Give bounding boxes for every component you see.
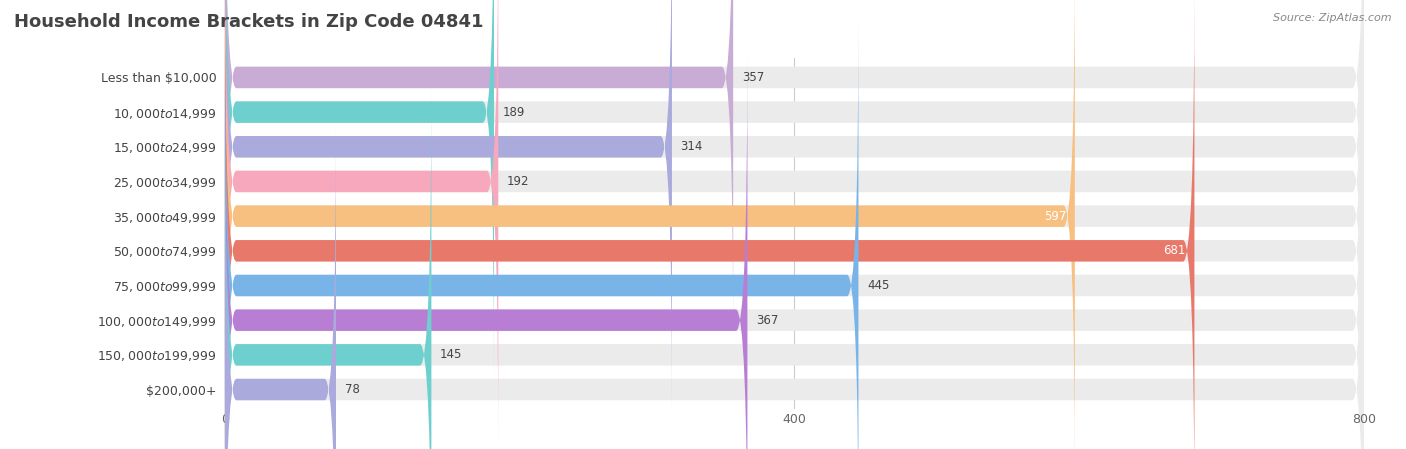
FancyBboxPatch shape <box>225 0 1364 414</box>
Text: 145: 145 <box>440 348 463 361</box>
FancyBboxPatch shape <box>225 0 1195 449</box>
FancyBboxPatch shape <box>225 0 494 379</box>
FancyBboxPatch shape <box>225 123 336 449</box>
FancyBboxPatch shape <box>225 0 498 448</box>
FancyBboxPatch shape <box>225 0 1364 449</box>
FancyBboxPatch shape <box>225 53 1364 449</box>
FancyBboxPatch shape <box>225 0 1364 344</box>
FancyBboxPatch shape <box>225 0 1364 448</box>
Text: 192: 192 <box>506 175 529 188</box>
Text: Source: ZipAtlas.com: Source: ZipAtlas.com <box>1274 13 1392 23</box>
FancyBboxPatch shape <box>225 0 1074 449</box>
FancyBboxPatch shape <box>225 0 1364 449</box>
Text: 367: 367 <box>756 314 779 327</box>
Text: Household Income Brackets in Zip Code 04841: Household Income Brackets in Zip Code 04… <box>14 13 484 31</box>
FancyBboxPatch shape <box>225 0 672 414</box>
Text: 357: 357 <box>742 71 763 84</box>
FancyBboxPatch shape <box>225 0 733 344</box>
Text: 445: 445 <box>868 279 890 292</box>
FancyBboxPatch shape <box>225 0 1364 379</box>
Text: 681: 681 <box>1164 244 1185 257</box>
FancyBboxPatch shape <box>225 19 1364 449</box>
Text: 314: 314 <box>681 140 703 153</box>
FancyBboxPatch shape <box>225 53 748 449</box>
Text: 78: 78 <box>344 383 360 396</box>
Text: 189: 189 <box>502 106 524 119</box>
FancyBboxPatch shape <box>225 123 1364 449</box>
FancyBboxPatch shape <box>225 19 859 449</box>
FancyBboxPatch shape <box>225 88 1364 449</box>
FancyBboxPatch shape <box>225 88 432 449</box>
Text: 597: 597 <box>1043 210 1066 223</box>
